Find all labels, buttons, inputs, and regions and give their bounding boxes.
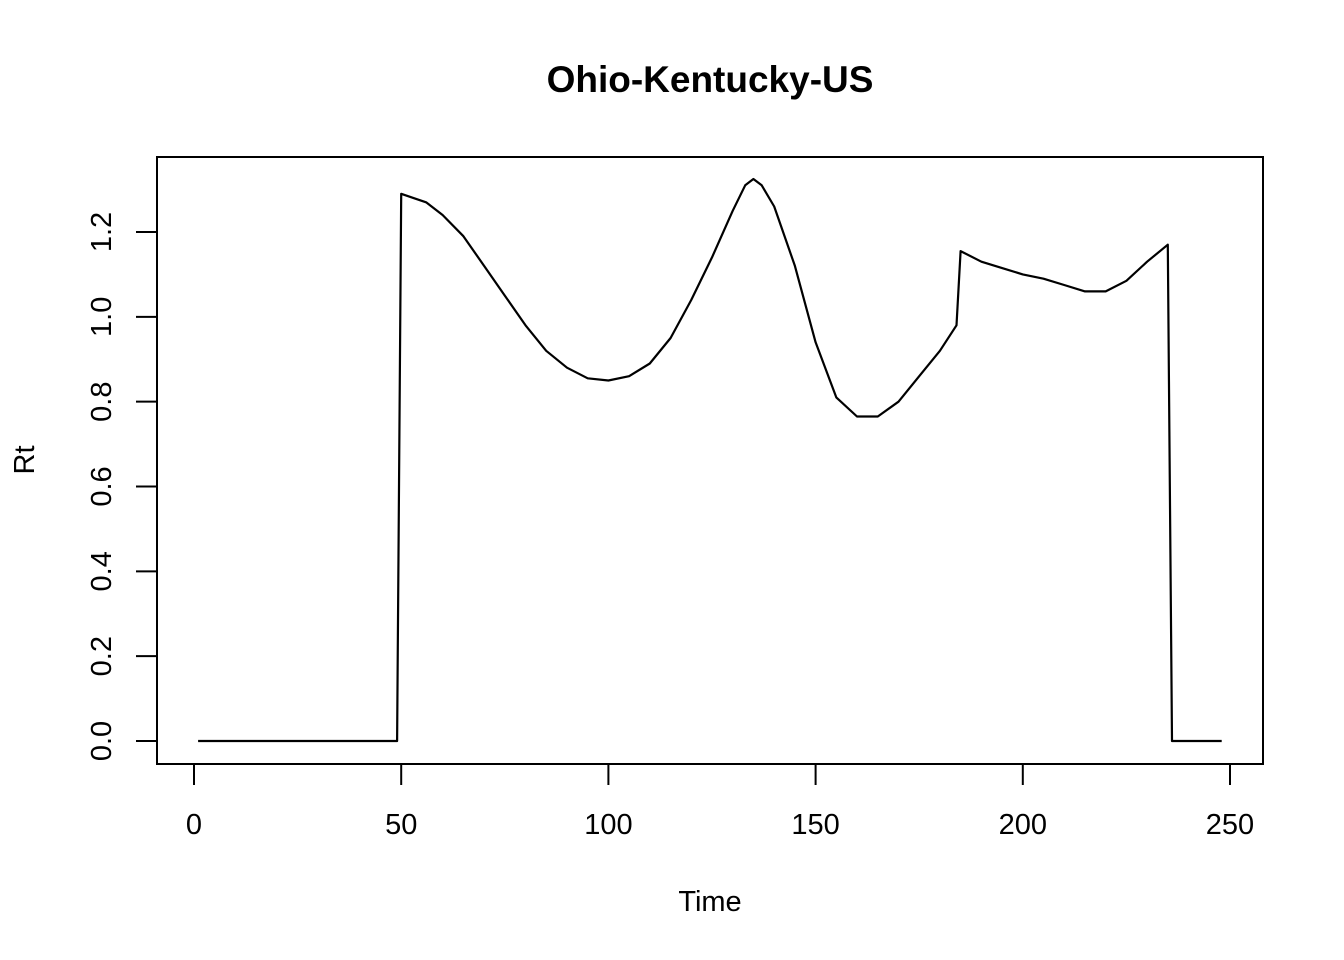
x-tick-label: 250	[1206, 809, 1254, 841]
y-axis-label: Rt	[9, 446, 41, 475]
x-axis-label: Time	[678, 886, 741, 918]
x-tick-label: 0	[186, 809, 202, 841]
x-axis: 0 50 100 150 200 250	[186, 763, 1254, 841]
plot-frame	[156, 156, 1264, 765]
y-tick-label: 0.2	[86, 636, 118, 676]
series-layer	[198, 177, 1222, 743]
y-tick-label: 0.8	[86, 382, 118, 422]
y-tick-label: 1.0	[86, 297, 118, 337]
chart-title: Ohio-Kentucky-US	[547, 59, 874, 100]
x-tick-label: 100	[584, 809, 632, 841]
x-tick-label: 150	[791, 809, 839, 841]
y-tick-label: 0.0	[86, 721, 118, 761]
y-tick-label: 0.6	[86, 466, 118, 506]
x-tick-label: 50	[385, 809, 417, 841]
y-axis: 0.0 0.2 0.4 0.6 0.8 1.0 1.2	[86, 212, 158, 761]
rt-series-line	[198, 177, 1222, 743]
y-tick-label: 0.4	[86, 551, 118, 591]
x-tick-label: 200	[999, 809, 1047, 841]
y-tick-label: 1.2	[86, 212, 118, 252]
